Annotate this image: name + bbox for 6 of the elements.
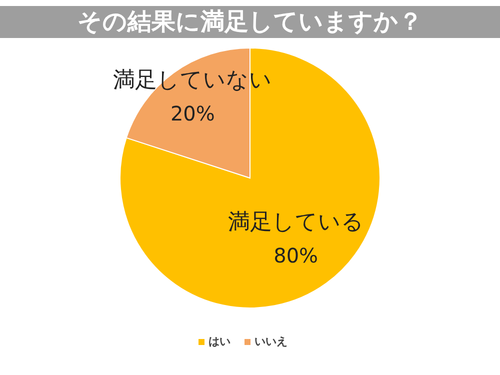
- data-label: 20%: [170, 102, 215, 126]
- data-label: 80%: [274, 244, 318, 268]
- legend-label: はい: [208, 335, 230, 348]
- legend-label: いいえ: [254, 335, 288, 348]
- text: 満足している: [228, 210, 364, 236]
- chart-title: その結果に満足していますか？: [78, 8, 422, 36]
